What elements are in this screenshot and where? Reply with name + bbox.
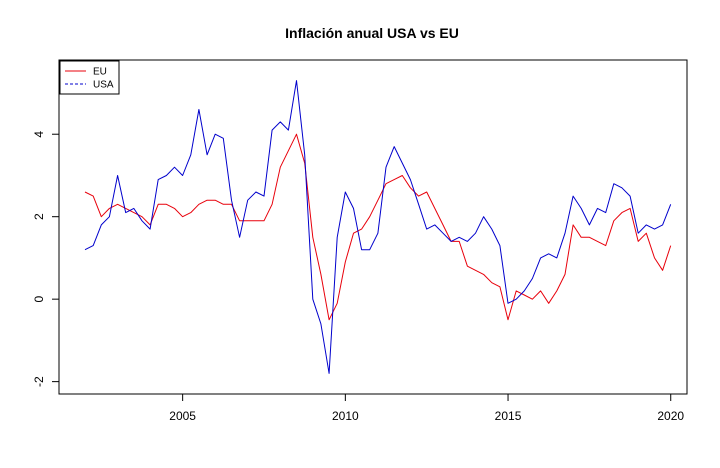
x-tick-label: 2010 (332, 409, 359, 423)
x-tick-label: 2020 (657, 409, 684, 423)
y-tick-label: -2 (32, 376, 46, 387)
series-line-usa (84, 80, 672, 374)
legend: EU USA (59, 60, 120, 95)
legend-label-usa: USA (93, 80, 114, 91)
x-axis: 2005 2010 2015 2020 (169, 393, 684, 423)
series-layer (84, 80, 672, 374)
x-tick-label: 2015 (495, 409, 522, 423)
series-line-eu (84, 133, 672, 321)
y-axis: -2 0 2 4 (32, 131, 60, 387)
y-tick-label: 0 (32, 296, 46, 303)
chart-title: Inflación anual USA vs EU (285, 25, 459, 41)
plot-area (58, 59, 688, 395)
legend-box (59, 60, 120, 95)
y-tick-label: 4 (32, 131, 46, 138)
legend-label-eu: EU (93, 67, 107, 78)
x-tick-label: 2005 (169, 409, 196, 423)
y-tick-label: 2 (32, 213, 46, 220)
